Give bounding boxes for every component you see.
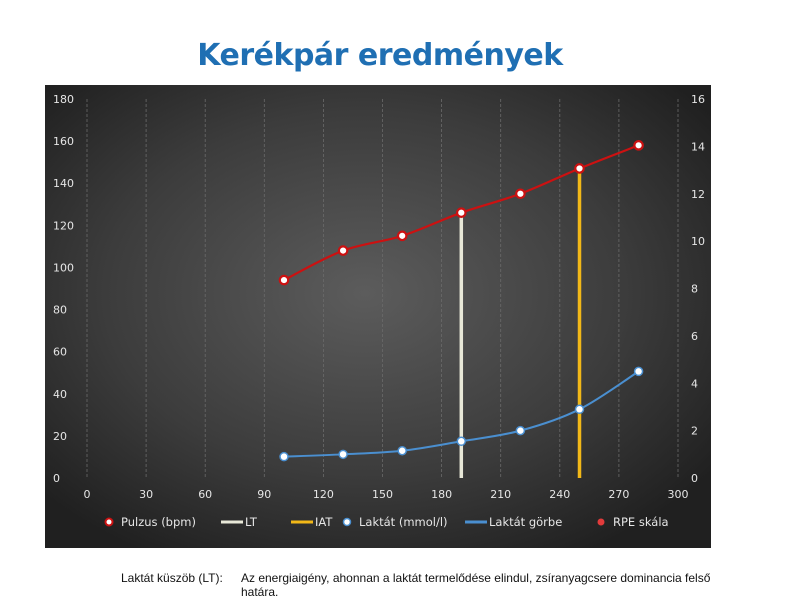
y-left-tick-label: 120 xyxy=(53,219,74,232)
legend-label: RPE skála xyxy=(613,515,669,529)
y-right-tick-label: 4 xyxy=(691,377,698,390)
y-right-tick-label: 0 xyxy=(691,472,698,485)
x-tick-label: 180 xyxy=(431,488,452,501)
y-left-tick-label: 0 xyxy=(53,472,60,485)
pulse-point xyxy=(396,230,408,242)
lactate-point xyxy=(515,425,526,436)
y-left-tick-label: 20 xyxy=(53,430,67,443)
lactate-point xyxy=(633,366,644,377)
y-right-tick-label: 12 xyxy=(691,188,705,201)
x-tick-label: 90 xyxy=(257,488,271,501)
x-tick-label: 210 xyxy=(490,488,511,501)
pulse-point xyxy=(633,140,644,151)
x-tick-label: 150 xyxy=(372,488,393,501)
y-left-tick-label: 40 xyxy=(53,388,67,401)
x-tick-label: 30 xyxy=(139,488,153,501)
x-tick-label: 60 xyxy=(198,488,212,501)
x-tick-label: 300 xyxy=(668,488,689,501)
lactate-point xyxy=(574,404,585,415)
legend-label: Laktát (mmol/l) xyxy=(359,515,448,529)
y-right-tick-label: 6 xyxy=(691,330,698,343)
legend-label: LT xyxy=(245,515,258,529)
y-right-tick-label: 2 xyxy=(691,425,698,438)
pulse-point xyxy=(574,163,585,174)
lactate-point xyxy=(279,451,289,462)
plot-background xyxy=(45,85,711,548)
x-tick-label: 0 xyxy=(84,488,91,501)
y-left-tick-label: 80 xyxy=(53,304,67,317)
legend-pulse-marker xyxy=(104,517,114,527)
x-tick-label: 240 xyxy=(549,488,570,501)
y-right-tick-label: 8 xyxy=(691,283,698,296)
y-left-tick-label: 160 xyxy=(53,135,74,148)
legend-rpe-marker xyxy=(597,518,605,526)
y-right-tick-label: 14 xyxy=(691,140,705,153)
y-left-tick-label: 180 xyxy=(53,93,74,106)
chart-title: Kerékpár eredmények xyxy=(197,38,563,73)
lactate-point xyxy=(397,446,407,456)
y-right-tick-label: 16 xyxy=(691,93,705,106)
legend-label: Pulzus (bpm) xyxy=(121,515,196,529)
pulse-point xyxy=(455,207,467,218)
legend-lactate-marker xyxy=(342,517,352,527)
y-left-tick-label: 60 xyxy=(53,346,67,359)
x-tick-label: 120 xyxy=(313,488,334,501)
chart-svg: 0 30 60 90 120 150 180 210 240 270 300020406080100… xyxy=(45,85,711,548)
legend-label: Laktát görbe xyxy=(489,515,562,529)
y-right-tick-label: 10 xyxy=(691,235,705,248)
pulse-point xyxy=(278,274,290,286)
y-left-tick-label: 100 xyxy=(53,261,74,274)
note-label: Laktát küszöb (LT): xyxy=(121,571,223,585)
lactate-point xyxy=(338,449,348,460)
chart-area: 0 30 60 90 120 150 180 210 240 270 300 0 20 40 60 80 100… xyxy=(45,85,711,548)
pulse-point xyxy=(337,245,349,256)
y-left-tick-label: 140 xyxy=(53,177,74,190)
note-text: Az energiaigény, ahonnan a laktát termel… xyxy=(241,571,711,599)
x-tick-label: 270 xyxy=(608,488,629,501)
lactate-point xyxy=(456,436,467,447)
legend-label: IAT xyxy=(315,515,333,529)
pulse-point xyxy=(515,188,526,200)
